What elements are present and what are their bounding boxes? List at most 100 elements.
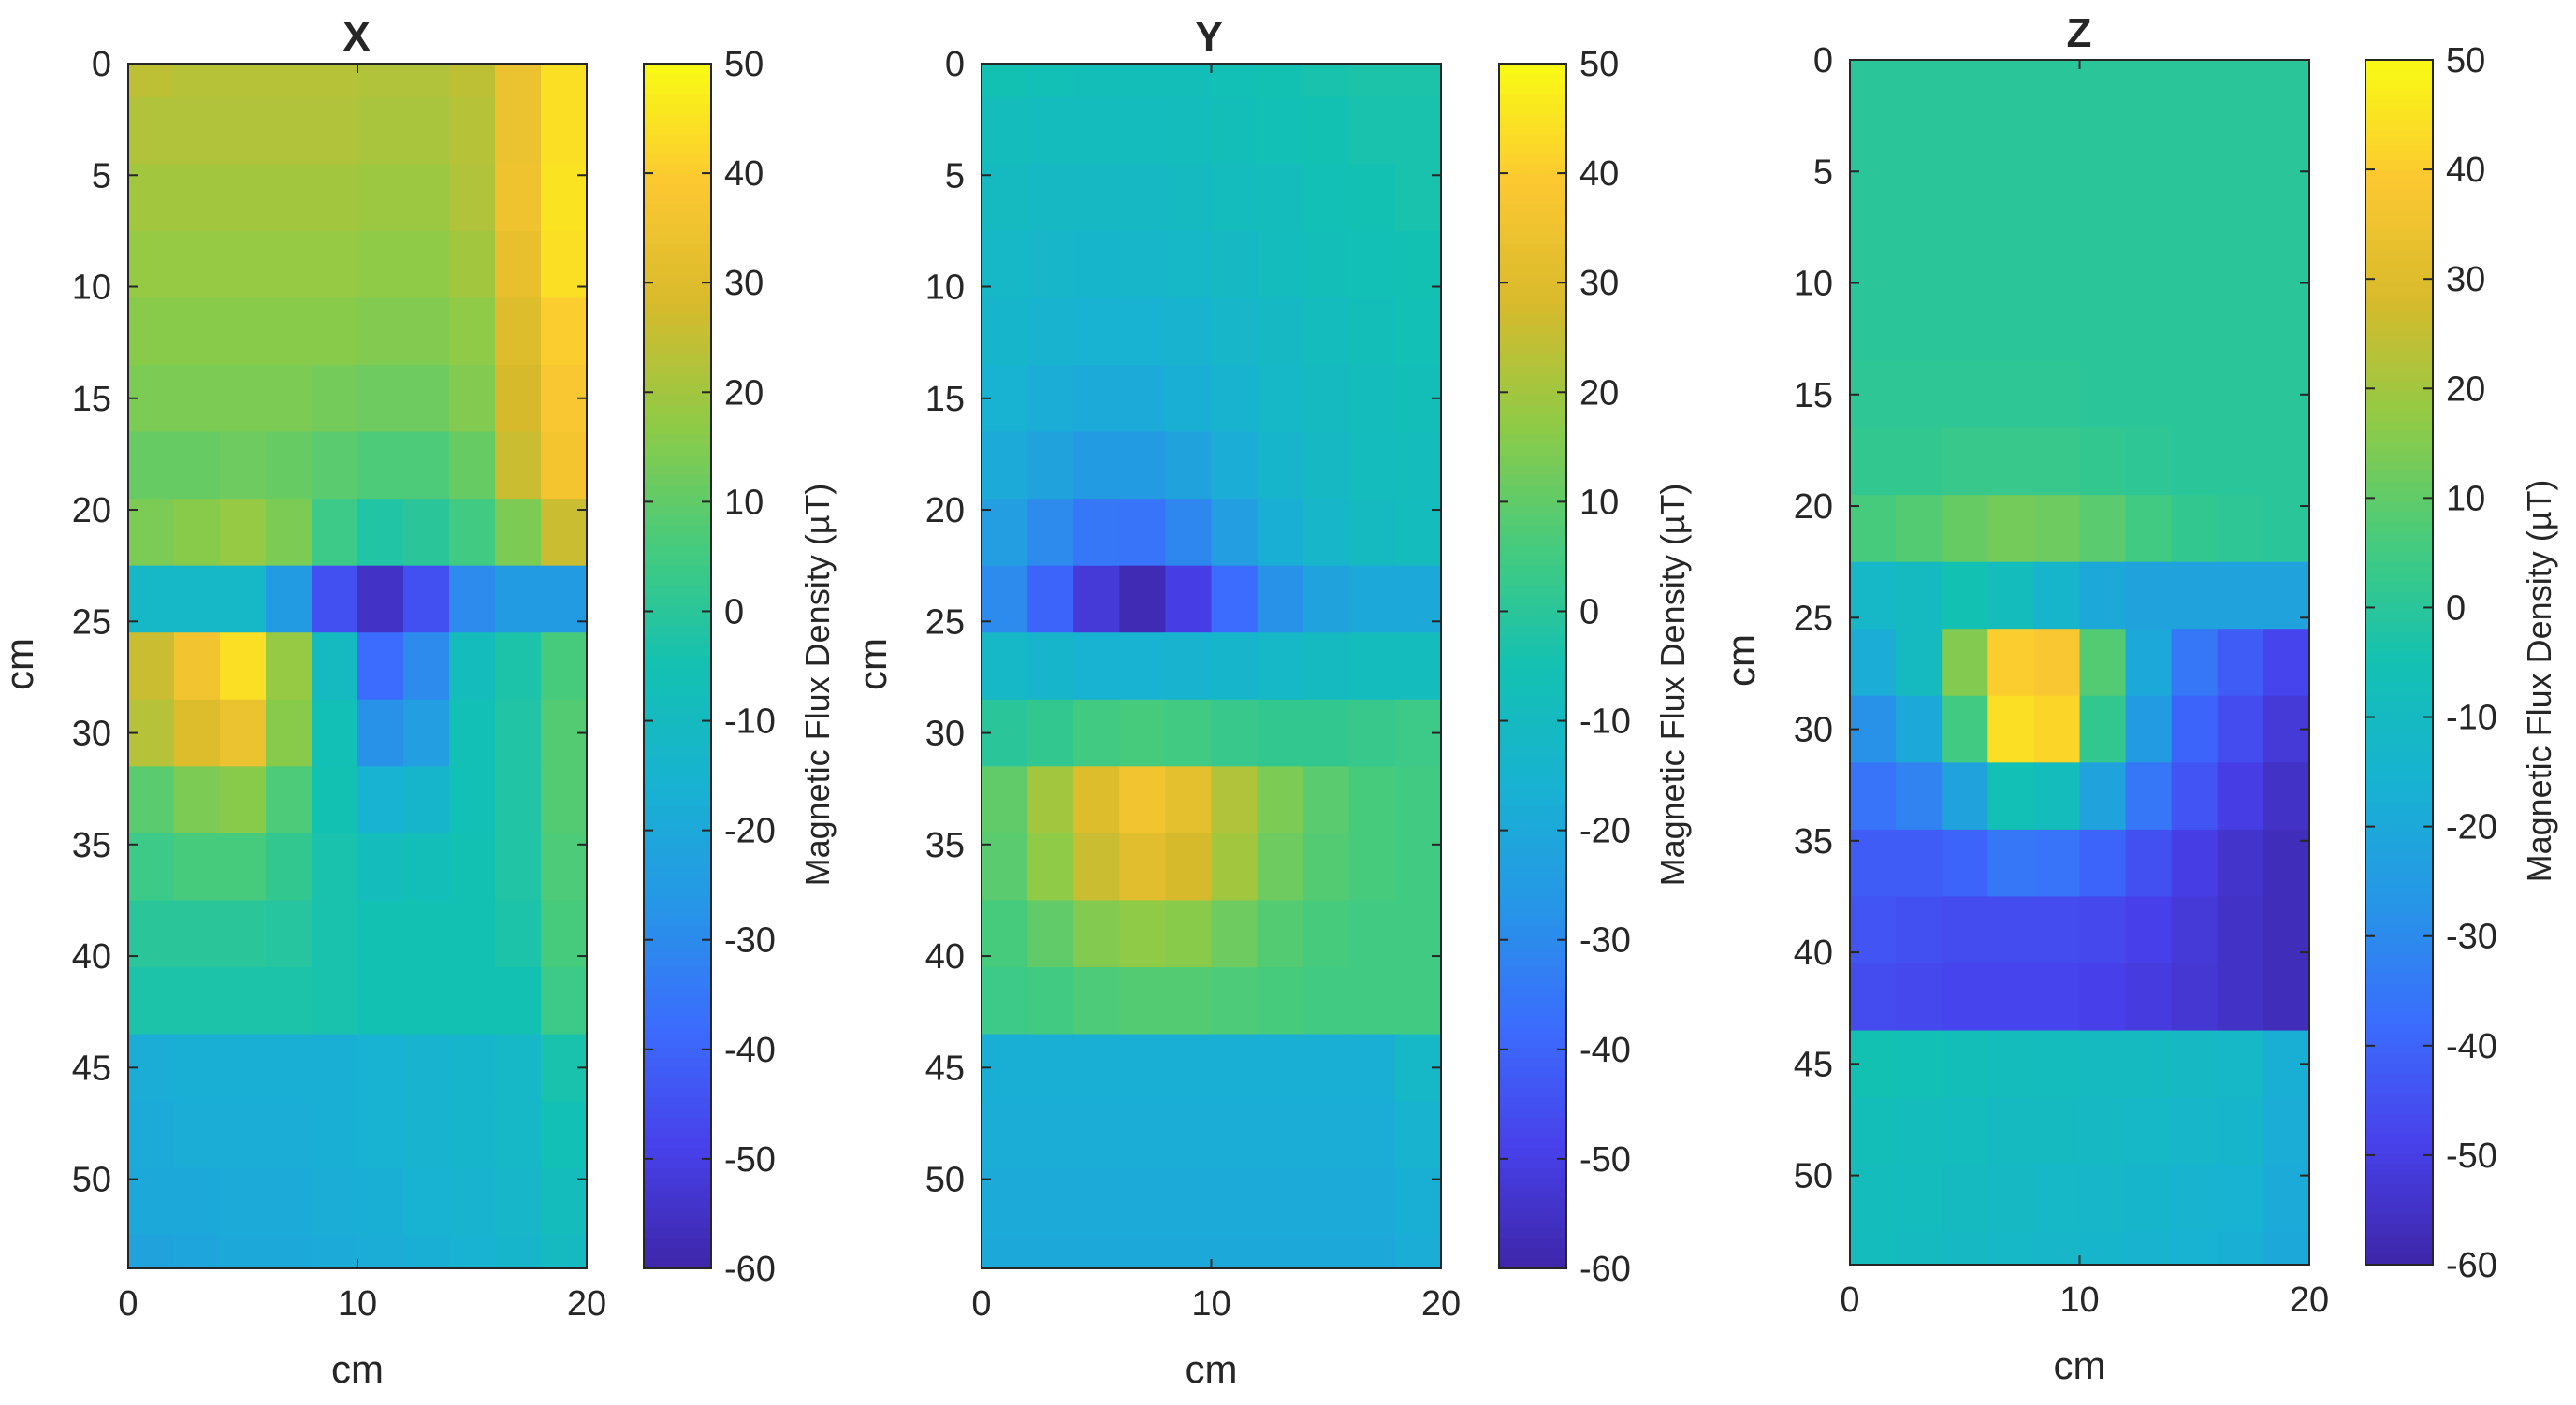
colorbar-segment	[1499, 836, 1566, 847]
colorbar-segment	[2365, 732, 2433, 744]
colorbar-segment	[2365, 652, 2433, 663]
heatmap-cell	[1348, 833, 1396, 902]
colorbar-segment	[644, 1067, 711, 1079]
heatmap-cell	[1987, 695, 2034, 763]
colorbar-tick-label: -30	[1579, 921, 1631, 961]
heatmap-cell	[357, 1034, 404, 1102]
colorbar-segment	[644, 605, 711, 616]
heatmap-cell	[2217, 427, 2264, 496]
heatmap-cell	[1165, 833, 1213, 902]
heatmap-cell	[1027, 967, 1074, 1036]
heatmap-cell	[1348, 1101, 1396, 1169]
colorbar-segment	[644, 826, 711, 838]
colorbar-segment	[2365, 190, 2433, 201]
y-tick-label: 35	[925, 826, 965, 865]
heatmap-cell	[2217, 361, 2264, 429]
heatmap-cell	[1896, 963, 1943, 1032]
colorbar-segment	[2365, 1134, 2433, 1145]
heatmap-cell	[2079, 629, 2127, 697]
heatmap-cell	[266, 431, 313, 500]
heatmap-cell	[174, 230, 221, 299]
heatmap-cell	[220, 565, 267, 633]
colorbar-segment	[2365, 892, 2433, 905]
colorbar-segment	[2365, 883, 2433, 894]
colorbar-segment	[644, 957, 711, 968]
heatmap-cell	[128, 164, 175, 232]
heatmap-cell	[1119, 1034, 1166, 1102]
colorbar-segment	[2365, 782, 2433, 794]
heatmap-cell	[128, 1235, 175, 1269]
heatmap-cell	[2171, 896, 2219, 964]
heatmap-cell	[1896, 495, 1943, 563]
colorbar-segment	[644, 174, 711, 185]
heatmap-cell	[1073, 632, 1120, 701]
y-tick-label: 10	[925, 268, 965, 308]
colorbar-segment	[644, 936, 711, 949]
heatmap-cell	[1394, 1101, 1442, 1169]
heatmap-cell	[128, 431, 175, 500]
heatmap-cell	[220, 1167, 267, 1236]
heatmap-cell	[2125, 1164, 2173, 1232]
colorbar-segment	[1499, 1178, 1566, 1189]
y-tick-label: 25	[925, 602, 965, 642]
colorbar-segment	[644, 344, 711, 355]
heatmap-cell	[495, 64, 542, 98]
heatmap-cell	[174, 900, 221, 968]
heatmap-cell	[1942, 963, 1988, 1032]
heatmap-cell	[1850, 226, 1897, 296]
heatmap-cell	[174, 96, 221, 165]
heatmap-cell	[1211, 1167, 1259, 1236]
heatmap-cell	[1073, 431, 1120, 500]
colorbar-segment	[2365, 1174, 2433, 1185]
heatmap-cell	[495, 900, 542, 968]
heatmap-cell	[1257, 164, 1304, 232]
heatmap-cell	[1987, 1097, 2034, 1166]
colorbar-segment	[1499, 183, 1566, 196]
colorbar-segment	[2365, 381, 2433, 392]
heatmap-cell	[449, 565, 496, 633]
heatmap-cell	[2125, 629, 2173, 697]
colorbar-segment	[1499, 806, 1566, 818]
colorbar-segment	[2365, 80, 2433, 91]
colorbar-segment	[644, 786, 711, 798]
heatmap-cell	[2217, 93, 2264, 161]
x-tick-label: 0	[1840, 1281, 1859, 1320]
heatmap-cell	[357, 499, 404, 567]
heatmap-cell	[1987, 1164, 2034, 1232]
heatmap-cell	[403, 297, 450, 366]
colorbar-segment	[1499, 967, 1566, 978]
heatmap-cell	[220, 96, 267, 165]
colorbar-segment	[2365, 1053, 2433, 1065]
heatmap-cell	[1211, 96, 1259, 165]
heatmap-cell	[357, 96, 404, 165]
y-tick-label: 5	[1813, 152, 1833, 192]
heatmap-cell	[2171, 226, 2219, 296]
colorbar-segment	[2365, 1094, 2433, 1105]
colorbar-segment	[1499, 304, 1566, 315]
heatmap-cell	[2263, 963, 2310, 1032]
heatmap-cell	[541, 967, 588, 1036]
heatmap-cell	[2079, 427, 2127, 496]
heatmap-cell	[174, 1235, 221, 1269]
colorbar-segment	[2365, 250, 2433, 262]
colorbar-segment	[644, 365, 711, 376]
heatmap-cell	[312, 1101, 358, 1169]
heatmap-cell	[312, 766, 358, 834]
heatmap-cell	[128, 1167, 175, 1236]
colorbar-segment	[1499, 977, 1566, 989]
colorbar-tick-label: 40	[2446, 151, 2485, 190]
heatmap-cell	[312, 499, 358, 567]
heatmap-cell	[357, 900, 404, 968]
y-tick-label: 40	[1794, 934, 1833, 973]
heatmap-cell	[1896, 226, 1943, 296]
heatmap-cell	[1119, 565, 1166, 633]
heatmap-cell	[541, 1167, 588, 1236]
heatmap-cell	[220, 1034, 267, 1102]
heatmap-cell	[1850, 629, 1897, 697]
heatmap-cell	[266, 565, 313, 633]
heatmap-cell	[1348, 96, 1396, 165]
heatmap-cell	[1896, 695, 1943, 763]
heatmap-cell	[1119, 230, 1166, 299]
colorbar-segment	[1499, 384, 1566, 396]
heatmap-cell	[541, 1235, 588, 1269]
